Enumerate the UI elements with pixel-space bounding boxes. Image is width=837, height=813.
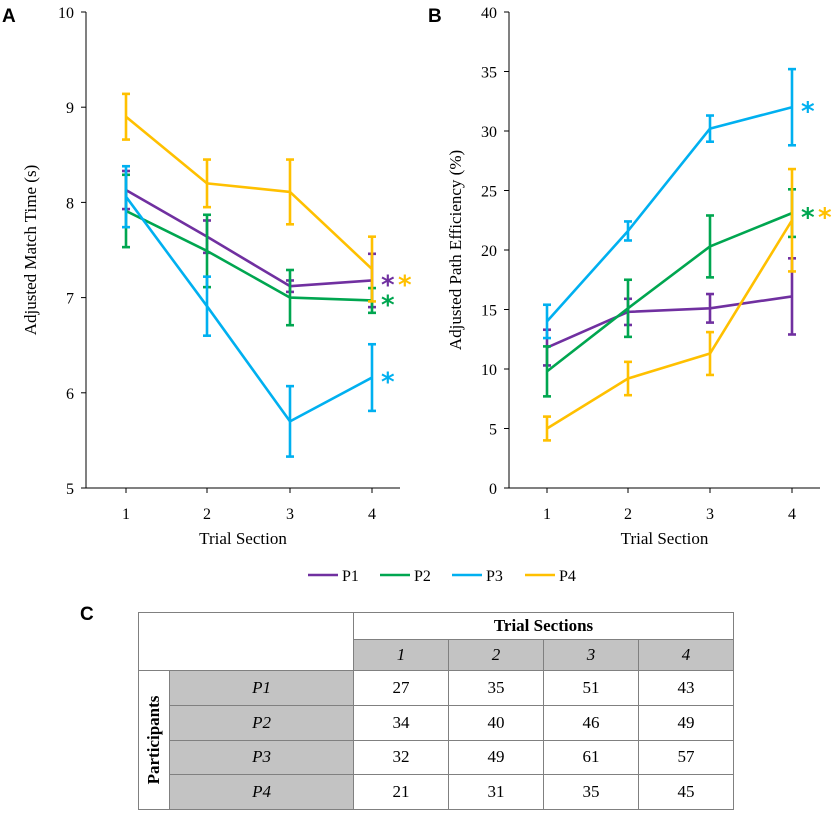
table-cell: 46 — [543, 704, 639, 741]
series-line — [546, 211, 793, 373]
table-col-header: 4 — [638, 639, 734, 671]
table-row-header: P1 — [169, 670, 354, 706]
table-cell: 49 — [448, 739, 544, 776]
legend-label-p2: P2 — [414, 568, 431, 585]
x-axis-label: Trial Section — [621, 529, 709, 548]
table-row-header: P3 — [169, 739, 354, 776]
x-tick-label: 1 — [122, 506, 130, 523]
x-tick-label: 4 — [788, 506, 796, 523]
significance-star: * — [381, 290, 395, 320]
series-line — [125, 209, 373, 302]
chart-b: 0 5 10 15 20 25 30 35 40 1 2 3 4 Trial Section Adjuste… — [446, 5, 832, 548]
y-tick-label: 9 — [66, 100, 74, 117]
table-col-header: 1 — [353, 639, 449, 671]
y-tick-label: 20 — [481, 243, 497, 260]
y-axis-label: Adjusted Path Efficiency (%) — [446, 150, 465, 350]
y-tick-label: 30 — [481, 124, 497, 141]
table-row-group-header: Participants — [137, 670, 171, 810]
series-p2 — [122, 173, 376, 327]
table-cell: 32 — [353, 739, 449, 776]
x-tick-label: 2 — [624, 506, 632, 523]
table-cell: 51 — [543, 670, 639, 706]
y-tick-label: 5 — [66, 481, 74, 498]
y-tick-label: 35 — [481, 65, 497, 82]
y-tick-label: 10 — [481, 362, 497, 379]
table-row: P2 34 40 46 49 — [139, 704, 734, 741]
table-cell: 31 — [448, 774, 544, 810]
table-row-header: P4 — [169, 774, 354, 810]
series-line — [125, 188, 373, 288]
y-tick-label: 8 — [66, 195, 74, 212]
table-corner — [138, 612, 354, 671]
data-table: Trial Sections 1 2 3 4 Participants P1 2… — [137, 612, 734, 810]
legend: P1 P2 P3 P4 — [308, 568, 576, 585]
table-group-header: Trial Sections — [353, 612, 734, 640]
significance-star: * — [398, 270, 412, 300]
y-tick-label: 10 — [58, 5, 74, 22]
y-axis-label: Adjusted Match Time (s) — [21, 165, 40, 335]
x-tick-label: 4 — [368, 506, 376, 523]
significance-star: * — [801, 203, 815, 233]
series-p4 — [122, 92, 376, 303]
table-cell: 35 — [543, 774, 639, 810]
series-line — [124, 195, 373, 423]
table-cell: 45 — [638, 774, 734, 810]
panel-letter-a: A — [2, 6, 16, 27]
y-tick-label: 7 — [66, 291, 74, 308]
series-line — [546, 105, 793, 323]
x-axis-label: Trial Section — [199, 529, 287, 548]
y-tick-label: 0 — [489, 481, 497, 498]
table-row: P3 32 49 61 57 — [139, 739, 734, 776]
significance-star: * — [818, 203, 832, 233]
table-row-header: P2 — [169, 704, 354, 741]
x-tick-label: 3 — [286, 506, 294, 523]
series-line — [546, 295, 793, 349]
chart-a: 5 6 7 8 9 10 1 2 3 4 Trial Section Adjusted Match T… — [21, 5, 412, 548]
participants-label: Participants — [144, 695, 163, 785]
x-tick-label: 2 — [203, 506, 211, 523]
significance-star: * — [381, 270, 395, 300]
panel-letter-b: B — [428, 6, 442, 27]
series-p1 — [122, 169, 376, 309]
table-cell: 27 — [353, 670, 449, 706]
series-line — [546, 219, 794, 430]
table-cell: 40 — [448, 704, 544, 741]
table-cell: 43 — [638, 670, 734, 706]
x-tick-label: 1 — [543, 506, 551, 523]
panel-letter-c: C — [80, 604, 94, 625]
significance-star: * — [381, 368, 395, 398]
table-row: P4 21 31 35 45 — [139, 774, 734, 810]
table-row: Participants P1 27 35 51 43 — [137, 670, 734, 810]
legend-label-p1: P1 — [342, 568, 359, 585]
table-cell: 35 — [448, 670, 544, 706]
table-col-header: 2 — [448, 639, 544, 671]
y-tick-label: 25 — [481, 184, 497, 201]
table-cell: 57 — [638, 739, 734, 776]
legend-label-p3: P3 — [486, 568, 503, 585]
table-cell: 34 — [353, 704, 449, 741]
x-tick-label: 3 — [706, 506, 714, 523]
table-col-header: 3 — [543, 639, 639, 671]
series-p3 — [543, 67, 796, 340]
y-tick-label: 15 — [481, 303, 497, 320]
legend-label-p4: P4 — [559, 568, 576, 585]
y-tick-label: 5 — [489, 422, 497, 439]
table-cell: 21 — [353, 774, 449, 810]
series-p3 — [122, 164, 376, 458]
series-p4 — [543, 167, 796, 442]
table-cell: 49 — [638, 704, 734, 741]
y-tick-label: 40 — [481, 5, 497, 22]
y-tick-label: 6 — [66, 386, 74, 403]
significance-star: * — [801, 97, 815, 127]
series-p1 — [543, 257, 796, 367]
series-line — [125, 115, 373, 270]
table-cell: 61 — [543, 739, 639, 776]
